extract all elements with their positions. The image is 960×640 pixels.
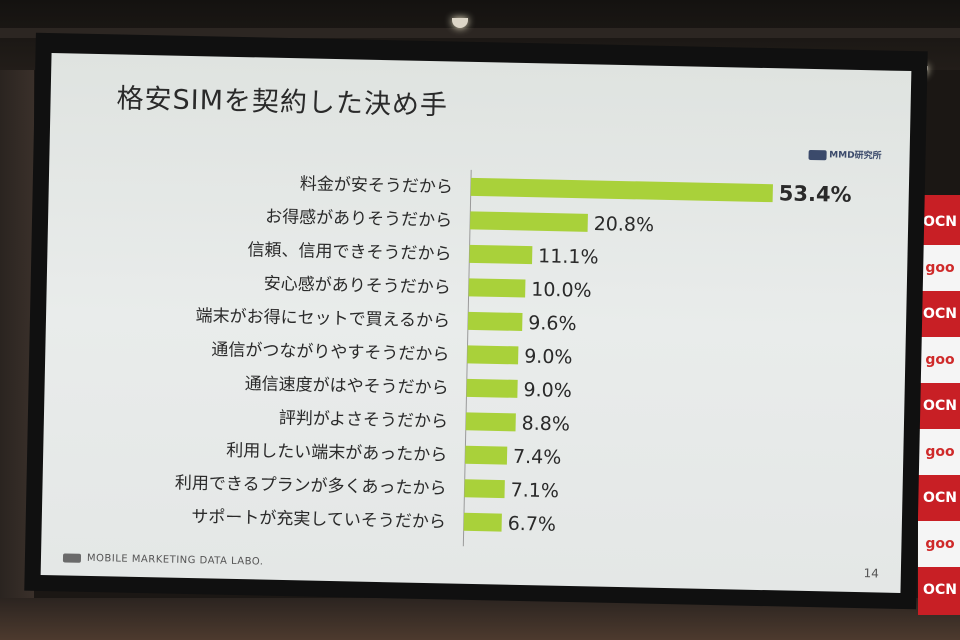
value-label: 7.1% (510, 479, 559, 502)
projection-screen: 格安SIMを契約した決め手 MMD研究所 料金が安そうだから 53.4% お得感があ… (40, 53, 912, 593)
bar (468, 278, 526, 298)
ceiling-lamp (452, 18, 468, 28)
bar (467, 345, 519, 365)
sponsor-banner: OCN goo OCN goo OCN goo OCN goo OCN (918, 195, 960, 615)
value-label: 6.7% (507, 513, 556, 536)
bar (465, 445, 508, 465)
banner-item: goo (918, 337, 960, 383)
value-label: 53.4% (779, 181, 852, 207)
bar (470, 177, 773, 203)
bar (469, 244, 533, 265)
category-label: 料金が安そうだから (300, 174, 453, 197)
banner-item: OCN (923, 582, 957, 598)
bar (469, 211, 588, 232)
banner-item: goo (918, 429, 960, 475)
bar (464, 479, 505, 499)
banner-item: OCN (923, 214, 957, 230)
category-label: 安心感がありそうだから (264, 274, 451, 298)
value-label: 9.0% (524, 346, 573, 369)
category-label: サポートが充実していそうだから (191, 507, 446, 532)
value-label: 9.0% (523, 379, 572, 402)
ceiling-beam (0, 28, 960, 38)
value-label: 10.0% (531, 279, 592, 302)
banner-item: goo (918, 245, 960, 291)
value-label: 7.4% (513, 446, 562, 469)
category-label: お得感がありそうだから (265, 207, 452, 231)
category-label: 利用したい端末があったから (226, 441, 447, 466)
value-label: 9.6% (528, 312, 577, 335)
footer-logo-icon (62, 552, 82, 563)
value-label: 8.8% (521, 412, 570, 435)
bar-chart: 料金が安そうだから 53.4% お得感がありそうだから 20.8% 信頼、信用できそうだ… (175, 169, 852, 547)
category-label: 利用できるプランが多くあったから (175, 473, 447, 499)
bar (467, 311, 523, 331)
bar (465, 412, 516, 432)
category-label: 端末がお得にセットで買えるから (195, 306, 450, 331)
bar (463, 512, 502, 532)
page-number: 14 (863, 566, 879, 581)
banner-item: OCN (923, 306, 957, 322)
value-label: 11.1% (538, 245, 599, 268)
category-label: 通信がつながりやすそうだから (211, 340, 449, 365)
banner-item: OCN (923, 490, 957, 506)
value-label: 20.8% (594, 213, 655, 236)
category-label: 評判がよさそうだから (279, 408, 449, 432)
banner-item: OCN (923, 398, 957, 414)
category-label: 信頼、信用できそうだから (247, 240, 451, 264)
category-label: 通信速度がはやそうだから (244, 374, 448, 398)
bar (466, 378, 518, 398)
banner-item: goo (918, 521, 960, 567)
